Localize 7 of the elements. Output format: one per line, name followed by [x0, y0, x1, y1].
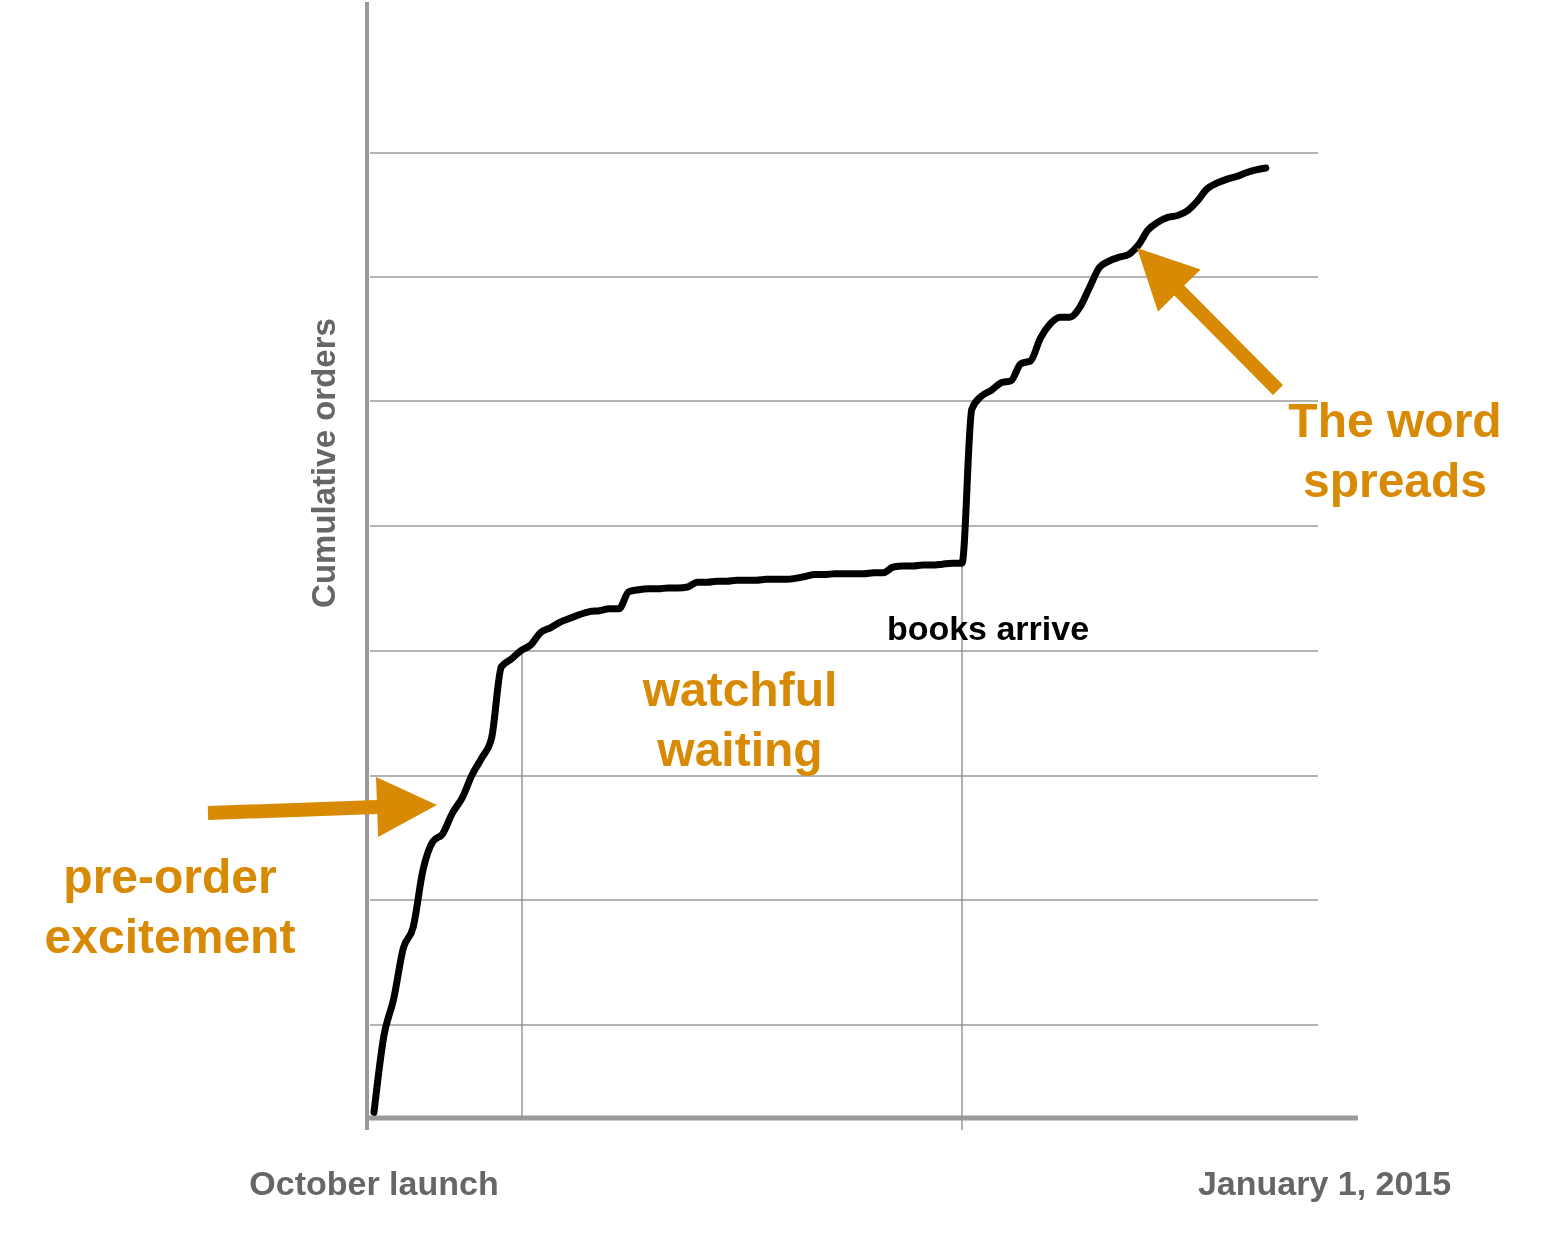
- y-axis-title: Cumulative orders: [305, 318, 342, 608]
- annotation: The word spreads: [1288, 394, 1502, 507]
- annotation: books arrive: [886, 609, 1090, 647]
- x-tick-label: October launch: [249, 1164, 499, 1202]
- annotation: watchful waiting: [641, 663, 838, 776]
- x-tick-label: January 1, 2015: [1197, 1164, 1452, 1202]
- text: pre-order excitement: [44, 850, 296, 963]
